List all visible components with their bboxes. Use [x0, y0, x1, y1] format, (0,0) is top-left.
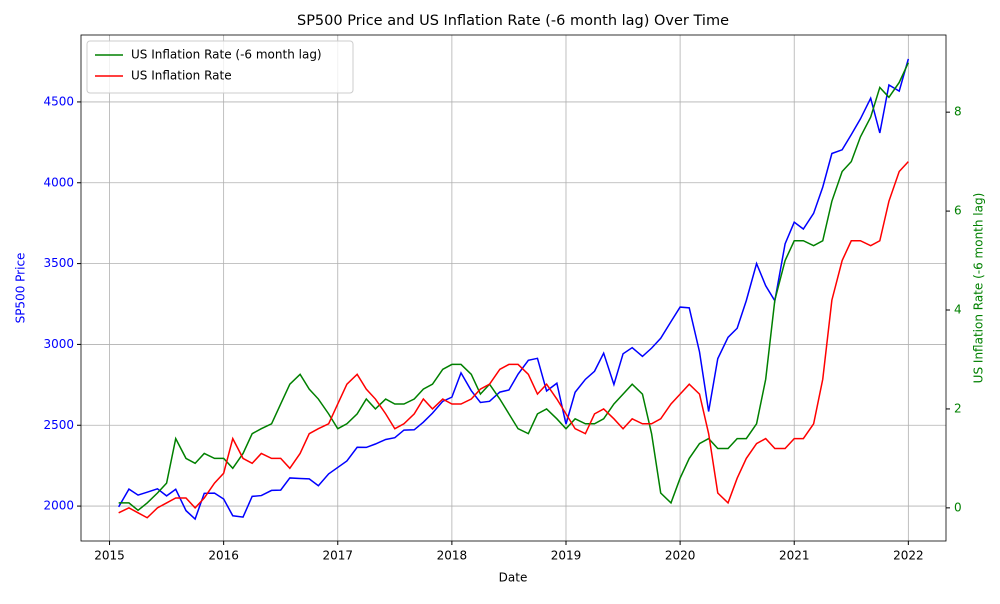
series-line — [118, 58, 910, 521]
legend-label: US Inflation Rate — [131, 69, 232, 83]
y-tick-label: 2500 — [43, 418, 74, 432]
y-tick-label: 4500 — [43, 94, 74, 108]
series-line — [118, 62, 910, 512]
y2-tick-label: 6 — [954, 204, 962, 218]
y-axis-label: SP500 Price — [14, 253, 28, 324]
chart-title: SP500 Price and US Inflation Rate (-6 mo… — [297, 13, 729, 29]
y-tick-label: 4000 — [43, 175, 74, 189]
x-tick-label: 2015 — [94, 549, 125, 563]
x-tick-label: 2019 — [551, 549, 582, 563]
x-tick-label: 2016 — [208, 549, 239, 563]
y2-tick-label: 0 — [954, 500, 962, 514]
series-line — [118, 161, 909, 519]
plot-frame — [80, 34, 947, 542]
y2-axis-label: US Inflation Rate (-6 month lag) — [972, 193, 986, 384]
x-tick-label: 2017 — [322, 549, 353, 563]
y2-tick-label: 8 — [954, 105, 962, 119]
x-tick-label: 2022 — [893, 549, 924, 563]
y-tick-label: 3000 — [43, 337, 74, 351]
y-tick-label: 2000 — [43, 499, 74, 513]
legend-box — [86, 40, 354, 94]
y2-tick-label: 4 — [954, 303, 962, 317]
legend-label: US Inflation Rate (-6 month lag) — [131, 48, 322, 62]
y2-tick-label: 2 — [954, 401, 962, 415]
x-tick-label: 2021 — [779, 549, 810, 563]
x-tick-label: 2018 — [437, 549, 468, 563]
x-tick-label: 2020 — [665, 549, 696, 563]
y-tick-label: 3500 — [43, 256, 74, 270]
x-axis-label: Date — [499, 571, 528, 585]
